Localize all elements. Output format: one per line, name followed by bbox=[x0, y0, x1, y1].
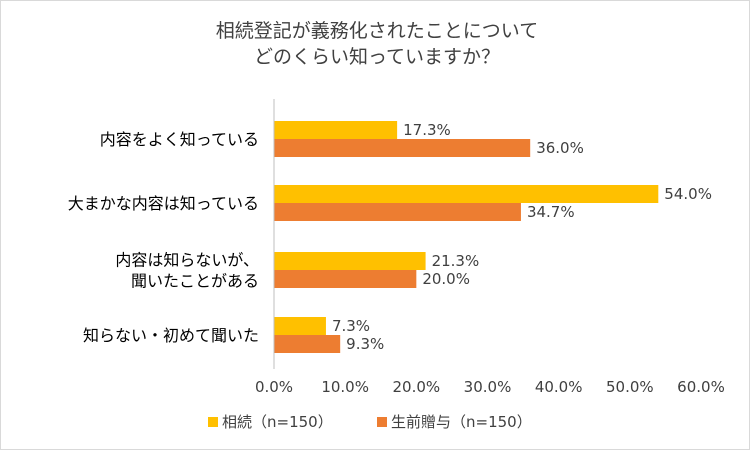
value-label-series-1-category-1: 17.3% bbox=[403, 121, 451, 139]
value-label-series-2-category-4: 9.3% bbox=[346, 335, 384, 353]
bar-series-1-category-2 bbox=[274, 185, 659, 203]
value-label-series-2-category-1: 36.0% bbox=[536, 139, 584, 157]
category-label-3-line-2: 聞いたことがある bbox=[131, 272, 259, 291]
bar-series-2-category-4 bbox=[274, 335, 341, 353]
category-label-4: 知らない・初めて聞いた bbox=[83, 326, 259, 345]
category-label-1: 内容をよく知っている bbox=[100, 130, 259, 149]
legend-label-series-2: 生前贈与（n=150） bbox=[391, 413, 532, 431]
value-label-series-1-category-3: 21.3% bbox=[432, 252, 480, 270]
legend-swatch-series-2 bbox=[377, 417, 387, 427]
x-tick-label-4: 30.0% bbox=[464, 378, 512, 396]
x-tick-label-1: 0.0% bbox=[255, 378, 293, 396]
bar-series-1-category-4 bbox=[274, 317, 326, 335]
legend-label-series-1: 相続（n=150） bbox=[222, 413, 333, 431]
x-tick-label-6: 50.0% bbox=[606, 378, 654, 396]
value-label-series-1-category-4: 7.3% bbox=[332, 317, 370, 335]
x-tick-label-2: 10.0% bbox=[321, 378, 369, 396]
legend-swatch-series-1 bbox=[208, 417, 218, 427]
bar-series-2-category-1 bbox=[274, 139, 531, 157]
value-label-series-2-category-3: 20.0% bbox=[422, 270, 470, 288]
chart-title-line-2: どのくらい知っていますか？ bbox=[254, 46, 500, 68]
x-tick-label-7: 60.0% bbox=[677, 378, 725, 396]
x-tick-label-3: 20.0% bbox=[393, 378, 441, 396]
value-label-series-1-category-2: 54.0% bbox=[664, 185, 712, 203]
value-label-series-2-category-2: 34.7% bbox=[527, 203, 575, 221]
chart-title-line-1: 相続登記が義務化されたことについて bbox=[216, 20, 538, 42]
category-label-3-line-1: 内容は知らないが、 bbox=[115, 251, 259, 270]
bar-series-1-category-1 bbox=[274, 121, 398, 139]
bar-series-2-category-2 bbox=[274, 203, 521, 221]
category-label-2: 大まかな内容は知っている bbox=[68, 194, 259, 213]
bar-series-1-category-3 bbox=[274, 252, 426, 270]
x-tick-label-5: 40.0% bbox=[535, 378, 583, 396]
bar-series-2-category-3 bbox=[274, 270, 417, 288]
